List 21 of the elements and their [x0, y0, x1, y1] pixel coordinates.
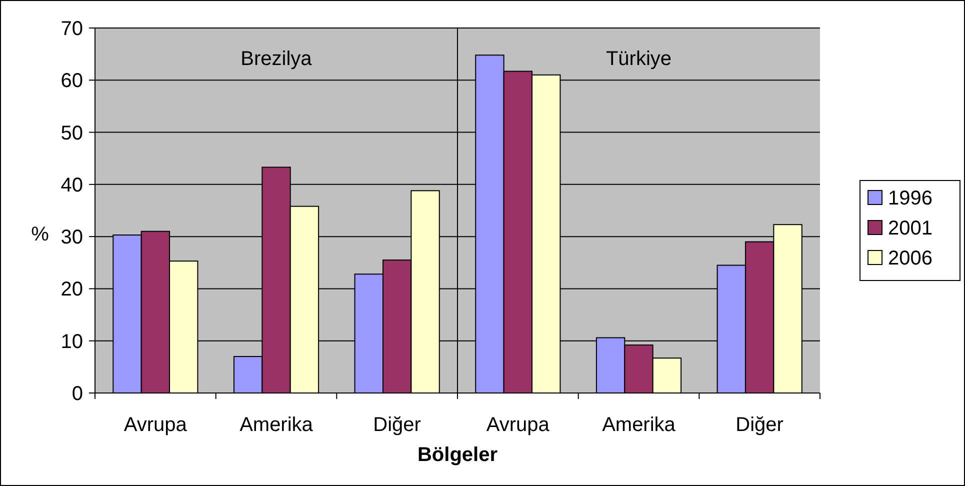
y-tick-label: 50	[60, 122, 83, 144]
legend-label: 2006	[888, 248, 932, 270]
y-tick-label: 20	[60, 278, 83, 301]
x-tick-label: Diğer	[736, 414, 784, 436]
x-tick-label: Amerika	[602, 414, 676, 436]
y-tick-label: 30	[60, 226, 83, 249]
x-tick-label: Avrupa	[124, 414, 188, 436]
y-tick-label: 10	[60, 330, 83, 353]
legend-label: 1996	[888, 188, 932, 210]
x-axis-title: Bölgeler	[417, 444, 498, 466]
y-tick-label: 0	[72, 383, 83, 405]
y-tick-label: 40	[60, 174, 83, 196]
x-tick-label: Diğer	[373, 414, 422, 436]
y-tick-label: 70	[60, 18, 83, 40]
y-axis-title: %	[31, 224, 50, 246]
annotation: Türkiye	[606, 48, 672, 70]
legend-label: 2001	[888, 218, 932, 240]
x-tick-label: Avrupa	[486, 414, 550, 436]
annotation: Brezilya	[240, 48, 313, 70]
x-tick-label: Amerika	[240, 414, 314, 436]
y-tick-label: 60	[60, 70, 83, 92]
